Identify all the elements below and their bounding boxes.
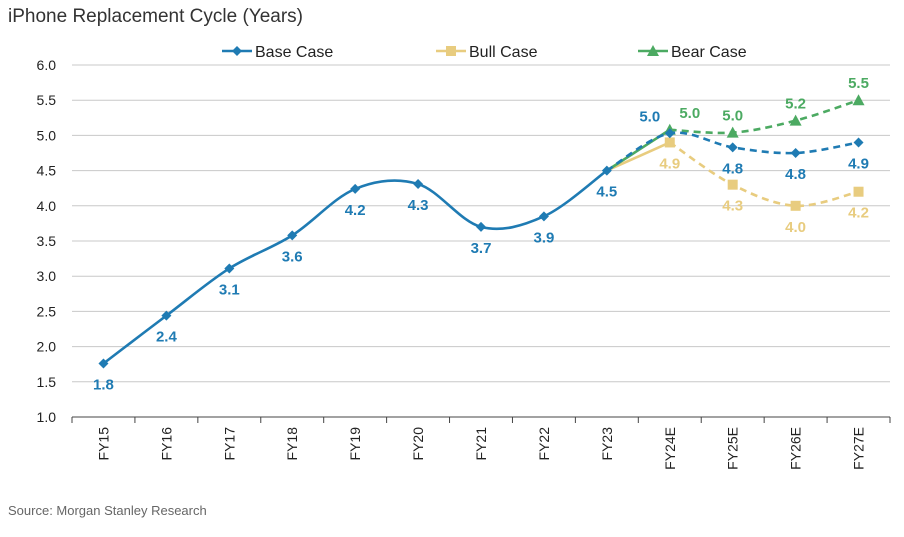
base-case-point	[224, 263, 235, 274]
bull-case-data-label: 4.9	[659, 155, 680, 172]
bull-case-data-label: 4.3	[722, 198, 743, 215]
bear-case-data-label: 5.5	[848, 75, 869, 92]
x-tick-label: FY16	[158, 427, 174, 461]
bear-case-data-label: 5.0	[679, 105, 700, 122]
y-tick-label: 1.5	[37, 374, 57, 390]
legend-label: Base Case	[255, 44, 333, 61]
x-tick-label: FY21	[473, 427, 489, 461]
bull-case-point	[664, 137, 675, 148]
base-case-data-label: 2.4	[156, 329, 178, 346]
bull-case-data-label: 4.0	[785, 219, 806, 236]
x-tick-label: FY20	[410, 427, 426, 461]
x-tick-label: FY17	[221, 427, 237, 461]
y-tick-label: 1.0	[37, 409, 57, 425]
bull-case-point	[853, 186, 864, 197]
bull-case-data-label: 4.2	[848, 205, 869, 222]
x-tick-label: FY24E	[662, 427, 678, 470]
base-case-line-actual	[102, 169, 608, 365]
bear-case-point	[789, 114, 802, 126]
y-tick-label: 2.5	[37, 303, 57, 319]
y-tick-label: 3.0	[37, 268, 57, 284]
bull-case-point	[790, 200, 801, 211]
x-tick-label: FY27E	[851, 427, 867, 470]
base-case-point	[538, 211, 549, 222]
x-tick-label: FY25E	[725, 427, 741, 470]
x-tick-label: FY26E	[788, 427, 804, 470]
base-case-data-label: 4.8	[722, 160, 743, 177]
y-tick-label: 5.5	[37, 92, 57, 108]
base-case-point	[601, 165, 612, 176]
bear-case-data-label: 5.0	[722, 108, 743, 125]
y-tick-label: 6.0	[37, 57, 57, 73]
base-case-point	[727, 142, 738, 153]
base-case-data-label: 3.6	[282, 248, 303, 265]
y-tick-label: 4.5	[37, 163, 57, 179]
x-tick-label: FY19	[347, 427, 363, 461]
y-tick-label: 2.0	[37, 339, 57, 355]
chart-title: iPhone Replacement Cycle (Years)	[8, 6, 304, 27]
legend-marker	[647, 45, 659, 56]
source-note: Source: Morgan Stanley Research	[8, 503, 207, 518]
x-tick-label: FY15	[95, 427, 111, 461]
base-case-point	[413, 178, 424, 189]
x-tick-label: FY23	[599, 427, 615, 461]
y-tick-label: 3.5	[37, 233, 57, 249]
base-case-data-label: 4.3	[408, 197, 429, 214]
legend-marker	[446, 46, 456, 56]
x-tick-label: FY18	[284, 427, 300, 461]
base-case-point	[664, 128, 675, 139]
base-case-point	[853, 137, 864, 148]
base-case-point	[98, 358, 109, 369]
base-case-data-label: 3.7	[471, 240, 492, 257]
base-case-point	[161, 310, 172, 321]
bear-case-data-label: 5.2	[785, 96, 806, 113]
bear-case-point	[852, 94, 865, 106]
legend-marker	[232, 46, 242, 56]
base-case-data-label: 1.8	[93, 376, 114, 393]
base-case-point	[350, 183, 361, 194]
legend-label: Bull Case	[469, 44, 538, 61]
base-case-point	[790, 148, 801, 158]
base-case-data-label: 3.9	[533, 229, 554, 246]
base-case-data-label: 3.1	[219, 281, 240, 298]
x-tick-label: FY22	[536, 427, 552, 461]
bull-case-line-forecast	[669, 141, 859, 208]
base-case-data-label: 4.2	[345, 202, 366, 219]
bear-case-point	[726, 126, 739, 138]
base-case-data-label: 4.5	[596, 184, 617, 201]
y-tick-label: 5.0	[37, 127, 57, 143]
base-case-point	[287, 230, 298, 241]
bear-case-line-forecast	[669, 98, 859, 135]
base-case-data-label: 4.8	[785, 166, 806, 183]
base-case-point	[476, 221, 486, 232]
base-case-data-label: 4.9	[848, 155, 869, 172]
bull-case-point	[727, 179, 738, 190]
y-tick-label: 4.0	[37, 198, 57, 214]
legend-label: Bear Case	[671, 44, 747, 61]
base-case-data-label: 5.0	[639, 108, 660, 125]
